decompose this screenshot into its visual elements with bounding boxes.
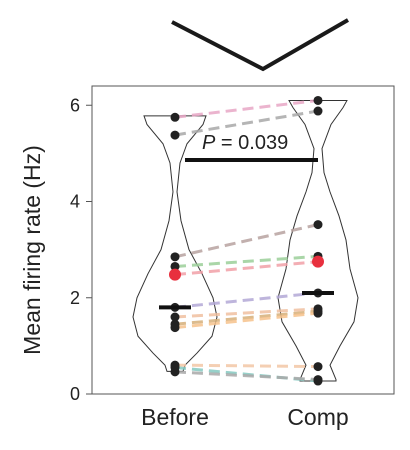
point-before — [170, 130, 180, 140]
violin-before — [132, 115, 218, 372]
violin-comp — [277, 99, 359, 382]
point-before — [170, 112, 180, 122]
pair-line — [174, 291, 319, 309]
p-label: P — [202, 132, 216, 154]
violins — [132, 99, 359, 382]
point-comp — [313, 362, 323, 372]
category-label-before: Before — [141, 404, 209, 430]
point-before — [170, 252, 180, 262]
highlight-point-comp — [312, 255, 324, 268]
chevron-down-icon — [171, 18, 349, 72]
pair-line — [174, 223, 319, 259]
plot-frame — [91, 85, 395, 395]
y-tick-label: 6 — [70, 95, 80, 115]
pair-line — [174, 98, 319, 119]
pair-line — [174, 363, 319, 369]
y-tick-label: 0 — [70, 384, 80, 404]
y-tick-label: 2 — [70, 288, 80, 308]
point-before — [170, 367, 180, 377]
category-label-comp: Comp — [287, 404, 348, 430]
pair-line — [174, 109, 319, 137]
pair-line — [174, 370, 319, 382]
pair-line — [174, 309, 319, 326]
pair-line — [174, 254, 319, 268]
point-comp — [313, 95, 323, 105]
point-comp — [313, 375, 323, 385]
pair-line — [174, 311, 319, 330]
y-axis-label: Mean firing rate (Hz) — [19, 145, 45, 355]
median-bars — [159, 290, 334, 310]
highlight-point-before — [169, 268, 181, 281]
p-value: = 0.039 — [215, 132, 288, 154]
point-before — [170, 261, 180, 271]
point-before — [170, 312, 180, 322]
pair-lines — [174, 98, 319, 383]
point-comp — [313, 106, 323, 116]
point-comp — [313, 308, 323, 318]
point-comp — [313, 220, 323, 230]
y-tick-label: 4 — [70, 192, 80, 212]
p-value-annotation: P = 0.039 — [202, 132, 288, 154]
point-before — [170, 323, 180, 333]
pair-line — [174, 307, 319, 319]
y-ticks: 0 2 4 6 — [70, 95, 92, 404]
pair-line — [174, 260, 319, 277]
